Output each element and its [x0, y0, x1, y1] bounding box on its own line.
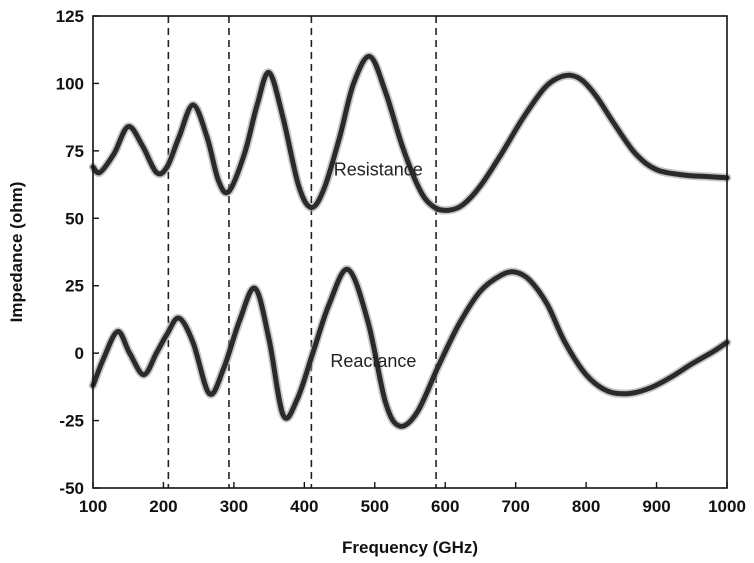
x-tick-label: 100 [79, 497, 107, 516]
y-tick-label: -25 [59, 412, 84, 431]
x-tick-label: 700 [501, 497, 529, 516]
y-tick-label: 0 [75, 344, 84, 363]
x-tick-label: 400 [290, 497, 318, 516]
annotation-group: Resistance Reactance [330, 160, 422, 371]
y-tick-label: 25 [65, 277, 84, 296]
y-tick-label: -50 [59, 479, 84, 498]
x-tick-label: 1000 [708, 497, 746, 516]
tick-group: 100 200 300 400 500 600 700 800 900 1000 -50 -25 0 25… [56, 7, 746, 516]
series-group [88, 52, 732, 431]
x-tick-label: 800 [572, 497, 600, 516]
x-tick-label: 300 [220, 497, 248, 516]
y-tick-label: 75 [65, 142, 84, 161]
series-annotation: Resistance [334, 160, 423, 180]
x-axis-title: Frequency (GHz) [342, 538, 478, 557]
resistance-line-halo [88, 52, 732, 215]
series-annotation: Reactance [330, 351, 416, 371]
y-axis-title: Impedance (ohm) [7, 182, 26, 323]
reactance-line [90, 266, 730, 429]
reactance-line-halo [88, 265, 732, 431]
vline-group [167, 16, 437, 488]
y-tick-label: 100 [56, 74, 84, 93]
x-tick-label: 600 [431, 497, 459, 516]
y-tick-label: 125 [56, 7, 84, 26]
plot-frame [92, 15, 728, 489]
x-tick-label: 900 [642, 497, 670, 516]
resistance-line [90, 54, 730, 213]
x-tick-label: 200 [149, 497, 177, 516]
x-tick-label: 500 [361, 497, 389, 516]
y-tick-label: 50 [65, 209, 84, 228]
